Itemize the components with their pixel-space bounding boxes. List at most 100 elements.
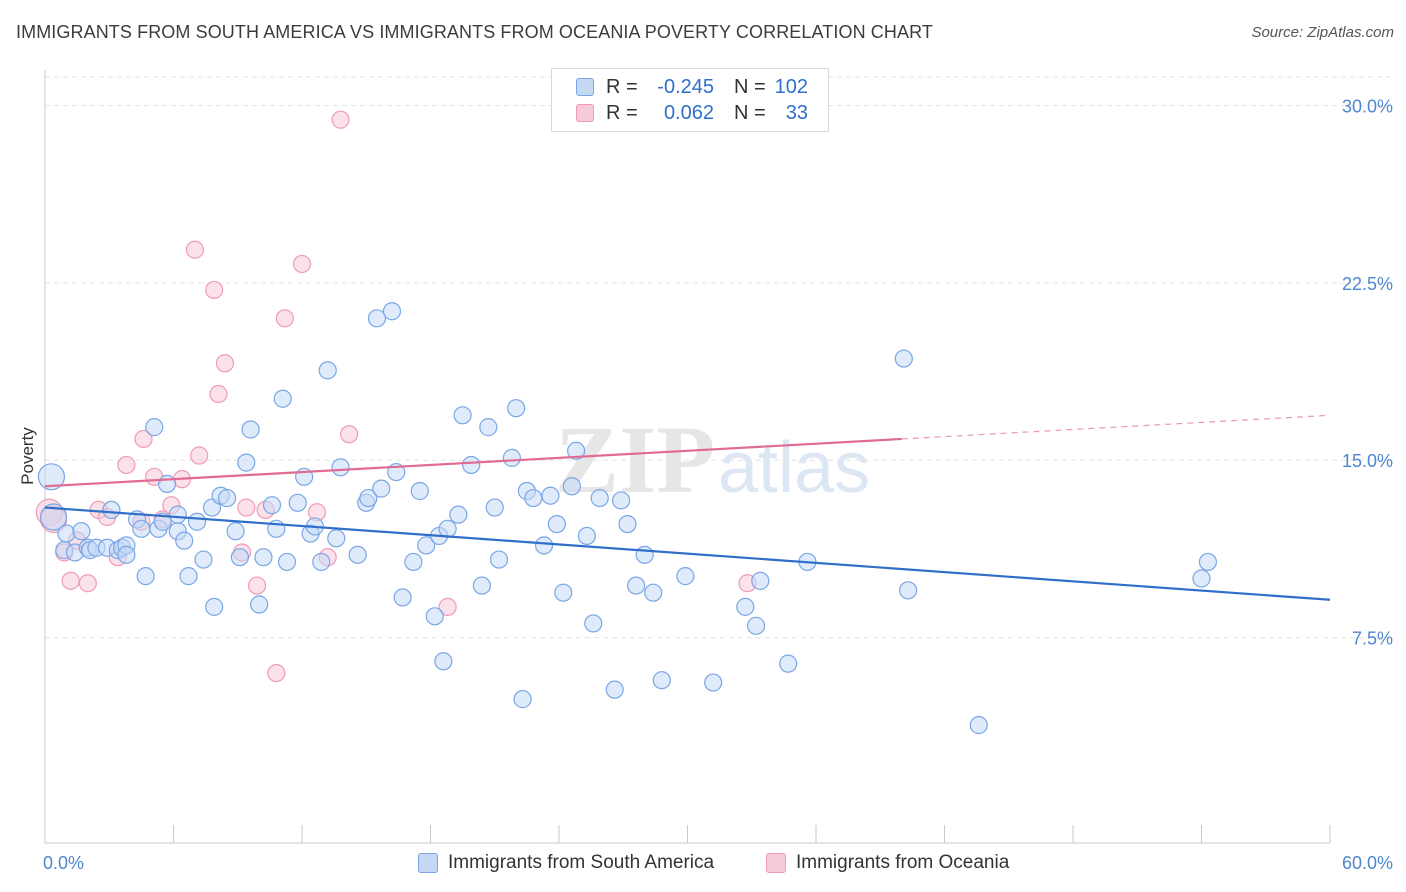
south-america-point [288,493,307,512]
series-legend: Immigrants from South America Immigrants… [0,852,1406,878]
south-america-point [1198,552,1218,572]
south-america-point [72,522,91,541]
oceania-trendline-extension [901,414,1331,440]
south-america-point [453,406,472,425]
south-america-point [626,576,646,595]
south-america-point [524,488,543,508]
south-america-point [187,512,207,531]
south-america-point [277,552,297,572]
y-axis-label: Poverty [18,427,37,485]
south-america-point [449,505,468,524]
oceania-point [185,240,205,259]
oceania-point [205,280,224,300]
south-america-point [39,503,68,531]
south-america-point [652,671,671,690]
legend-r-value: -0.245 [657,75,714,98]
south-america-trendline [44,506,1331,601]
oceania-point [237,498,256,517]
legend-n-label: N = [734,101,766,124]
oceania-point [267,663,286,683]
oceania-point [247,576,267,595]
south-america-point [485,498,504,517]
south-america-point [372,479,391,498]
south-america-point [359,488,378,508]
south-america-point [746,616,766,635]
south-america-point [562,477,581,496]
south-america-point [153,512,172,531]
legend-r-value: 0.062 [663,101,714,124]
legend-label-oceania: Immigrants from Oceania [796,852,1010,873]
watermark-zip: ZIP [555,406,715,513]
south-america-point [1192,569,1211,588]
legend-row-oceania: R = 0.062 N = 33 [576,101,808,125]
legend-label-south-america: Immigrants from South America [448,852,715,873]
y-tick-label: 22.5% [1342,274,1393,294]
oceania-point [134,429,153,449]
south-america-point [612,491,631,510]
y-tick-label: 7.5% [1352,629,1393,649]
south-america-point [168,505,187,524]
legend-swatch-blue [418,853,438,873]
south-america-point [194,550,213,569]
south-america-point [534,536,554,555]
south-america-point [132,519,151,538]
oceania-point [438,597,457,616]
legend-n-label: N = [734,75,766,98]
x-tick-label-min: 0.0% [43,853,84,873]
source-credit: Source: ZipAtlas.com [1251,24,1394,41]
oceania-point [292,254,312,274]
south-america-point [57,524,76,543]
south-america-point [367,309,387,328]
south-america-point [969,716,988,735]
oceania-point [331,110,350,129]
legend-swatch-pink [766,853,786,873]
south-america-point [382,302,402,321]
legend-item-oceania[interactable]: Immigrants from Oceania [766,852,1009,874]
south-america-point [605,680,624,699]
south-america-point [237,453,256,472]
south-america-point [894,349,913,368]
oceania-trendline [44,437,902,488]
oceania-point [190,446,209,465]
south-america-point [205,597,224,616]
south-america-point [644,583,663,602]
south-america-point [635,545,654,564]
south-america-point [779,654,798,673]
south-america-point [736,597,755,616]
south-america-point [462,455,481,475]
south-america-point [410,481,429,501]
south-america-point [704,673,723,692]
legend-swatch-blue [576,78,594,96]
south-america-point [507,399,526,418]
south-america-point [250,595,269,614]
south-america-point [489,550,509,569]
oceania-point [340,425,359,444]
correlation-legend: R = -0.245 N = 102 R = 0.062 N = 33 [551,68,829,132]
south-america-point [434,652,453,671]
south-america-point [425,607,444,626]
legend-r-label: R = [606,101,638,124]
south-america-point [226,522,245,541]
south-america-point [417,536,436,555]
south-america-point [513,690,532,709]
south-america-point [37,463,66,491]
south-america-point [479,418,498,437]
legend-n-value: 33 [785,101,808,124]
oceania-point [117,455,136,475]
south-america-point [262,496,282,515]
south-america-point [230,548,249,567]
legend-swatch-pink [576,104,594,122]
south-america-point [175,531,194,550]
legend-row-south-america: R = -0.245 N = 102 [576,75,808,99]
south-america-point [567,441,586,460]
south-america-point [577,526,596,546]
south-america-point [312,552,331,572]
south-america-point [318,361,337,380]
y-tick-label: 15.0% [1342,451,1393,471]
legend-item-south-america[interactable]: Immigrants from South America [418,852,714,874]
south-america-point [590,488,609,508]
south-america-point [541,486,560,505]
south-america-point [676,567,695,586]
south-america-point [157,474,177,493]
